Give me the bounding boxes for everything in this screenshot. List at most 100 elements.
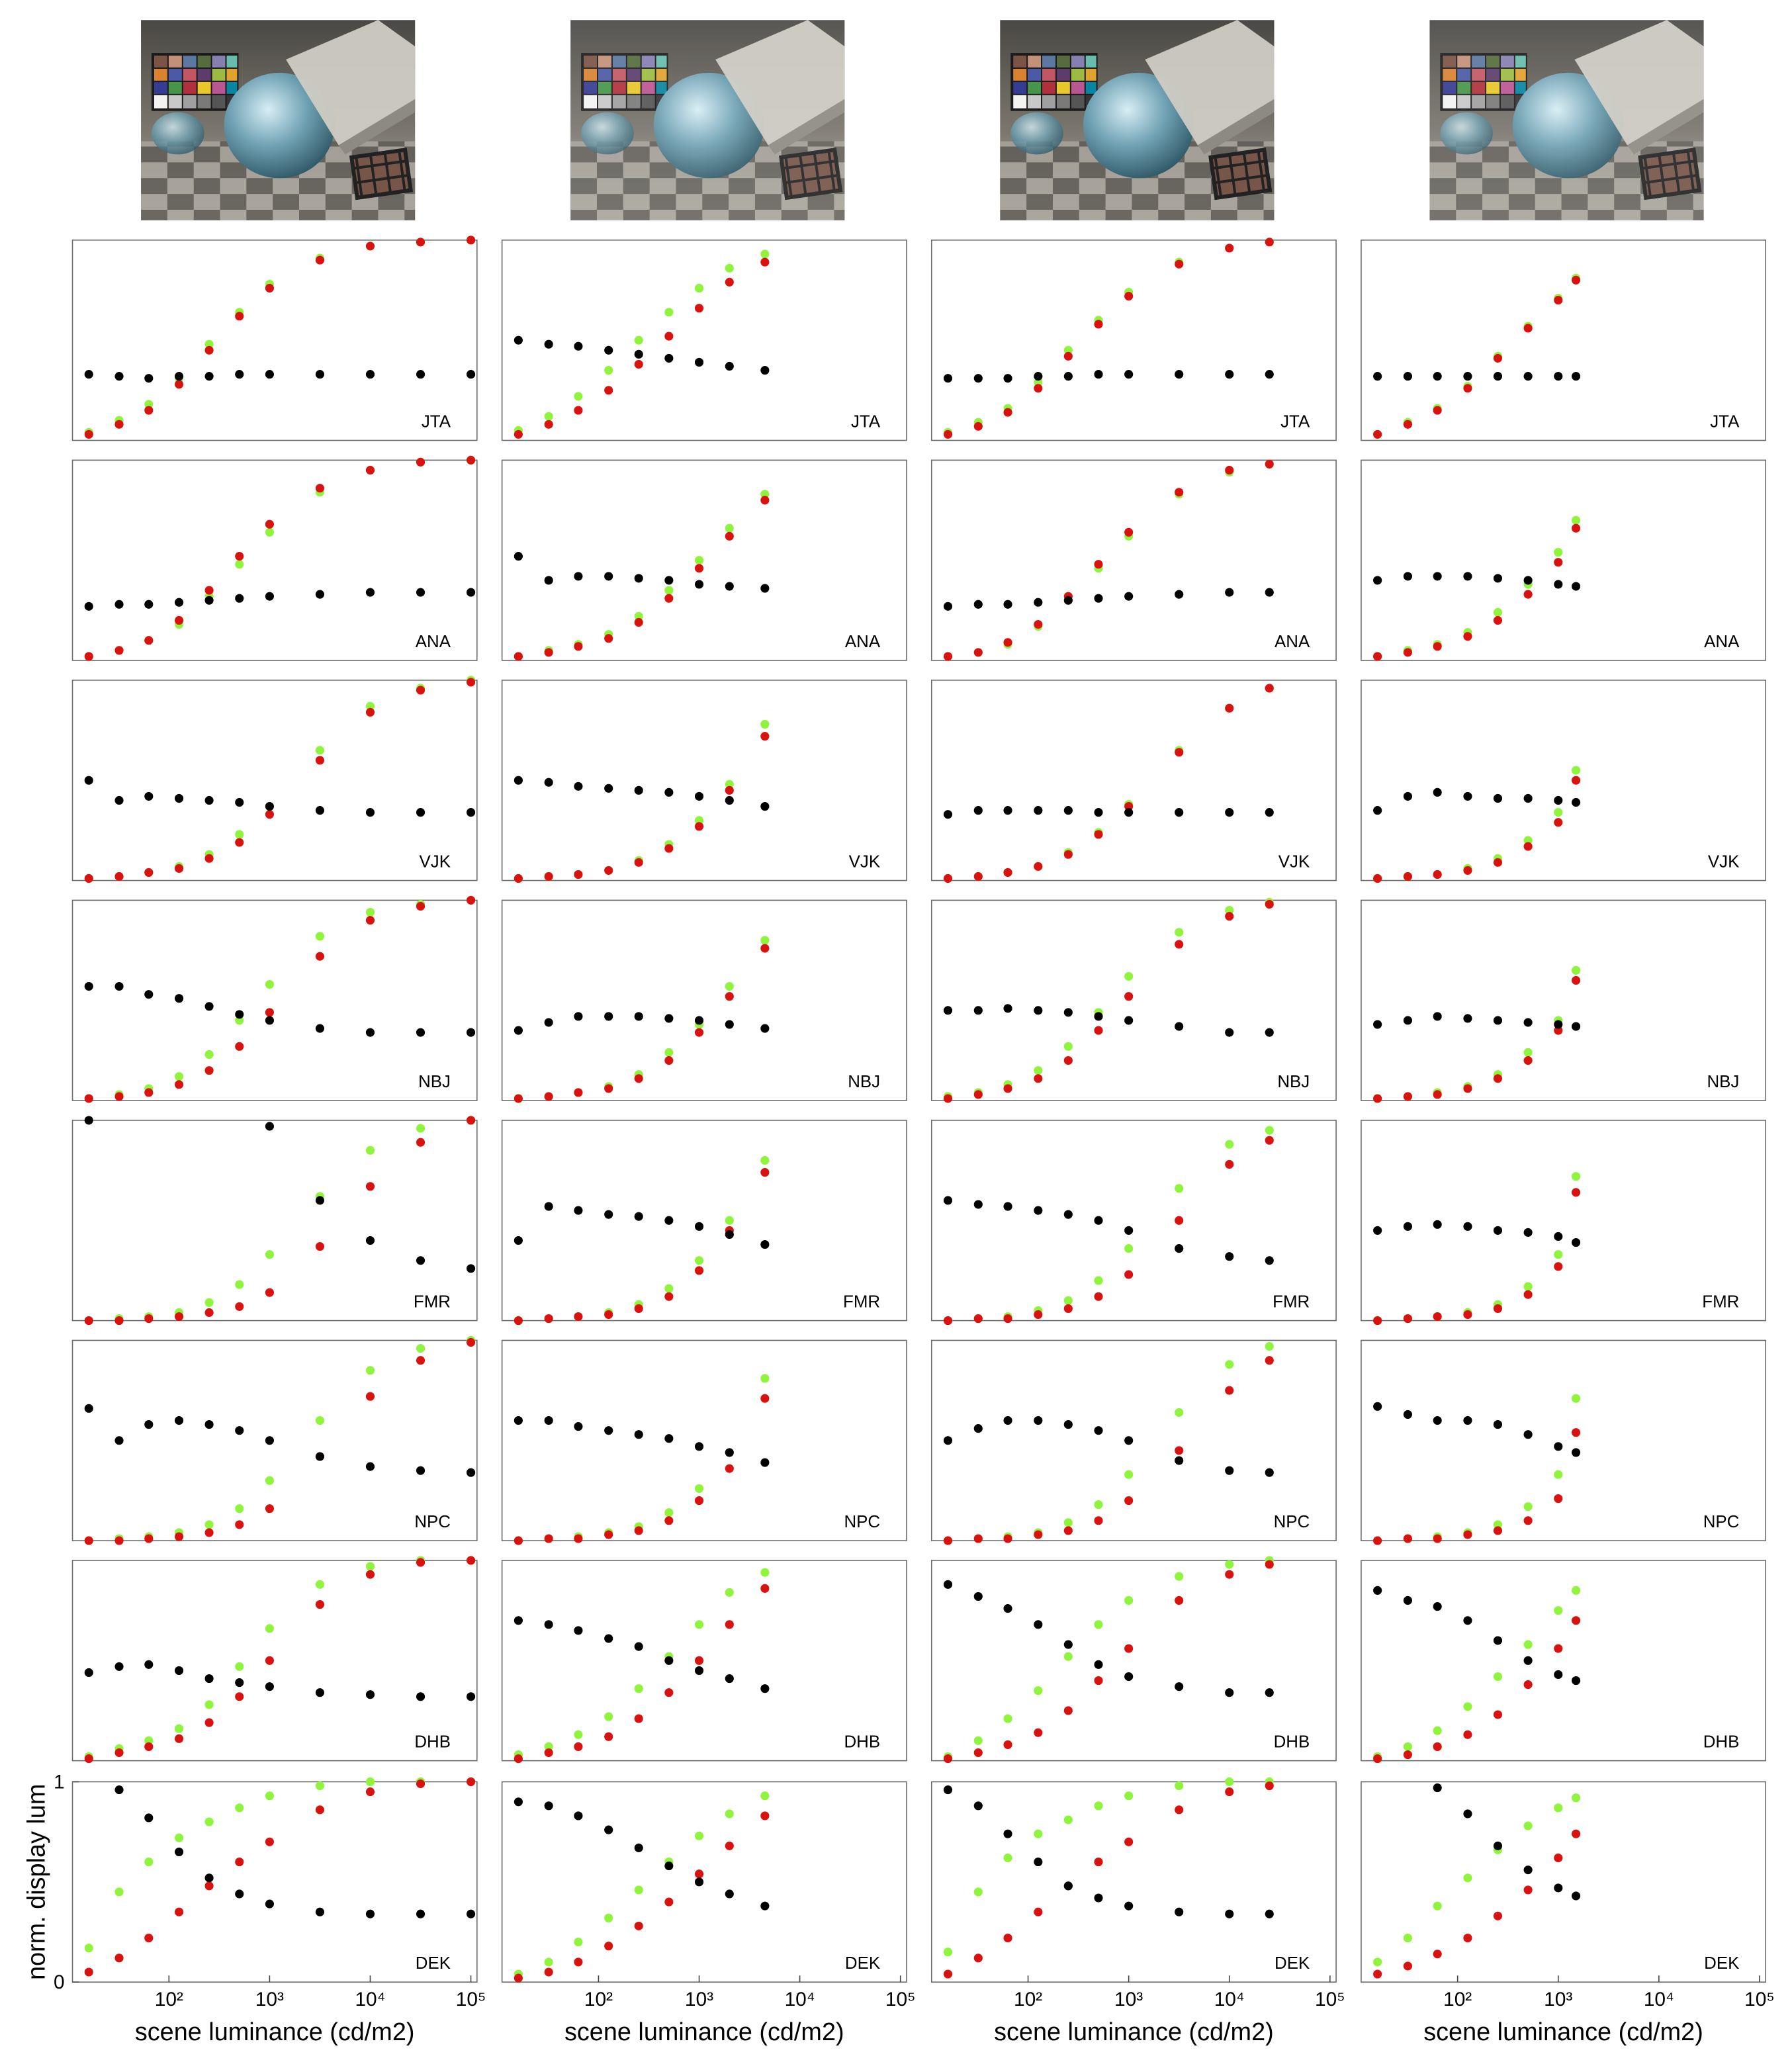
data-point [175,793,184,803]
data-point [204,1873,214,1883]
scene-thumbnail [1429,20,1704,220]
data-point [1063,1210,1073,1219]
data-point [973,872,983,881]
data-point [694,1869,704,1879]
data-point [973,1801,983,1811]
data-point [114,1436,124,1445]
data-point [725,1216,734,1225]
data-point [1175,928,1184,937]
data-point [760,1239,770,1249]
panel-label: JTA [1710,413,1740,431]
data-point [664,1434,674,1443]
x-tick-label: 10⁵ [1744,1989,1775,2010]
data-point [114,1662,124,1671]
data-point [544,1314,553,1324]
data-point [144,1314,154,1324]
data-point [265,1250,274,1259]
data-point [664,594,674,603]
data-point [760,1155,770,1165]
data-point [204,372,214,381]
panel-label: NBJ [848,1073,880,1091]
x-tick-label: 10⁵ [885,1989,916,2010]
data-point [694,304,704,313]
data-point [1003,638,1012,647]
data-point [664,1688,674,1697]
data-point [604,1825,613,1834]
data-point [1063,372,1073,381]
data-point [544,778,553,787]
data-point [604,572,613,581]
data-point [114,1954,124,1963]
data-point [1554,296,1563,305]
data-point [265,1288,274,1297]
data-point [114,1785,124,1795]
data-point [1225,905,1234,915]
data-point [1094,1026,1103,1035]
data-point [514,429,523,439]
data-point [1034,378,1043,387]
data-point [973,1592,983,1601]
data-point [1463,1014,1472,1023]
data-point [574,1957,583,1967]
data-point [1094,1620,1103,1629]
data-point [574,1626,583,1635]
data-point [1403,791,1412,801]
panel-label: DEK [845,1954,880,1973]
data-point [1373,1316,1382,1326]
data-point [604,784,613,793]
data-point [315,1781,325,1791]
x-tick-label: 10⁴ [785,1989,815,2010]
data-point [574,1012,583,1021]
data-point [114,646,124,655]
data-point [175,1416,184,1425]
data-point [235,1042,244,1051]
data-point [416,1356,426,1365]
data-point [175,1734,184,1743]
data-point [144,1088,154,1097]
data-point [467,455,476,465]
data-point [114,1536,124,1545]
data-point [664,1048,674,1057]
data-point [1523,836,1533,845]
data-point [204,1419,214,1429]
data-point [1463,1310,1472,1320]
data-point [1493,1520,1503,1529]
data-point [235,797,244,807]
data-point [1373,1754,1382,1764]
data-point [943,602,953,611]
data-point [1034,806,1043,815]
data-point [1433,1602,1442,1611]
data-point [1094,1857,1103,1867]
data-point [1554,580,1563,589]
data-point [1403,1314,1412,1324]
data-point [694,357,704,367]
data-point [544,1202,553,1211]
data-point [467,1777,476,1787]
data-point [664,787,674,797]
data-point [1493,1710,1503,1719]
data-point [1175,488,1184,497]
data-point [544,1748,553,1758]
data-point [114,981,124,991]
data-point [1523,1680,1533,1689]
data-point [1523,1048,1533,1057]
data-point [1063,1008,1073,1017]
data-point [84,1404,93,1413]
data-point [84,1967,93,1977]
data-point [1463,1530,1472,1539]
data-point [725,786,734,795]
data-point [1493,1016,1503,1025]
data-point [1523,1018,1533,1027]
data-point [114,1748,124,1758]
plot-frame [71,680,478,881]
data-point [725,992,734,1001]
data-point [467,1264,476,1273]
data-point [694,1656,704,1665]
data-point [973,374,983,383]
data-point [1493,1074,1503,1083]
data-point [1124,1270,1134,1279]
data-point [467,895,476,905]
data-point [514,776,523,785]
data-point [544,1801,553,1811]
data-point [365,1562,375,1571]
